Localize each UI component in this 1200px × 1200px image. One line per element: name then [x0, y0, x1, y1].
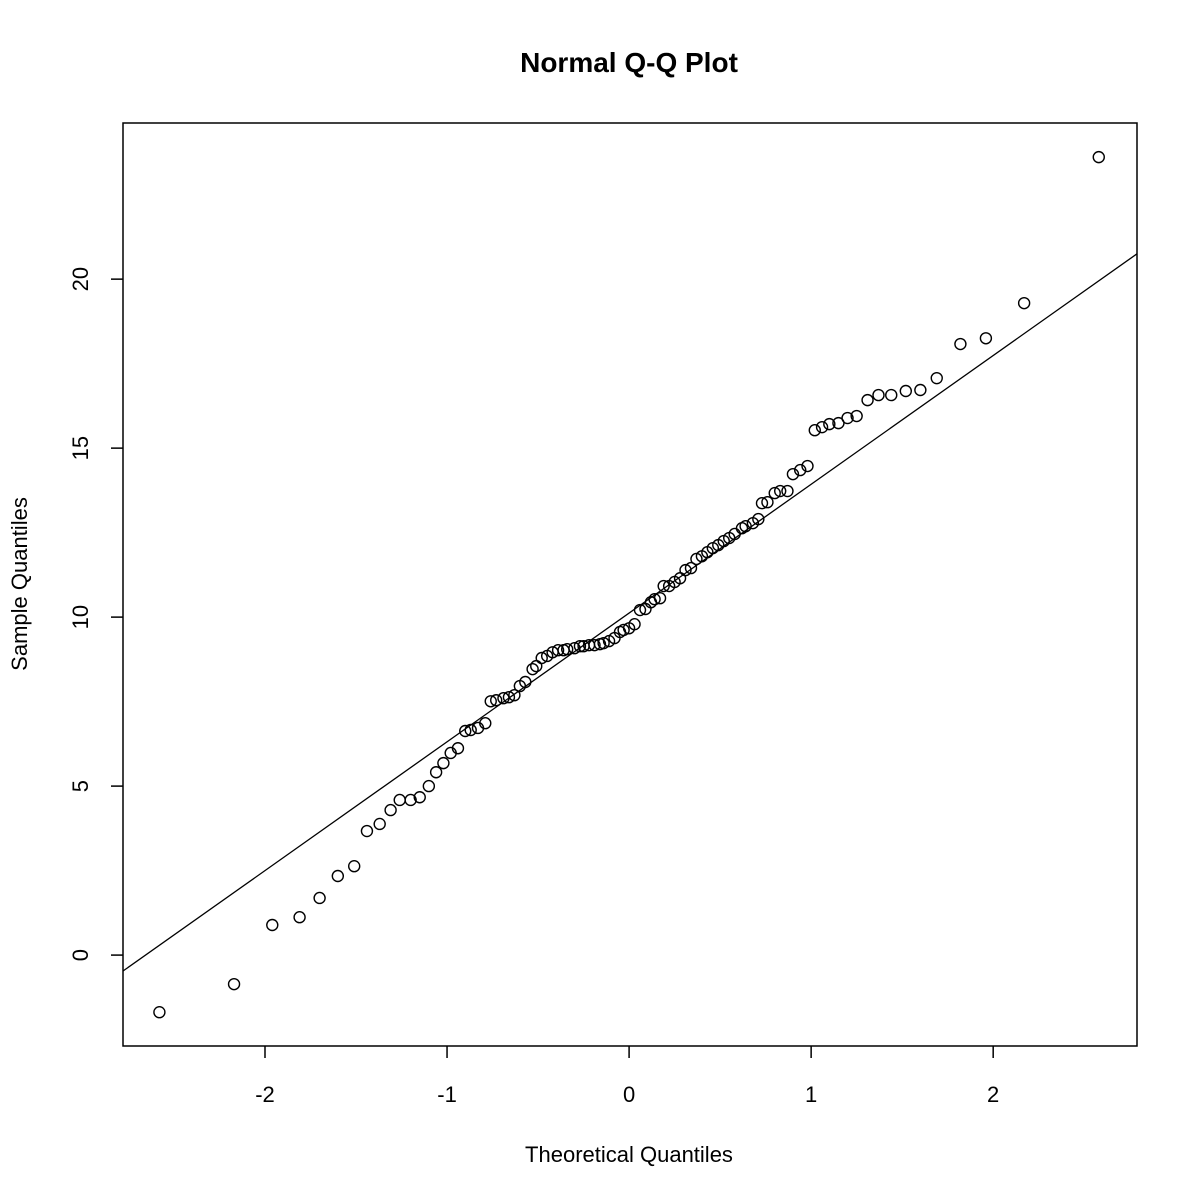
point [1092, 150, 1105, 164]
point [489, 694, 503, 707]
point [384, 803, 397, 817]
point [617, 623, 630, 637]
point [954, 337, 967, 351]
point [535, 651, 548, 665]
point [560, 643, 574, 656]
y-tick-label: 0 [68, 949, 93, 961]
point [861, 393, 874, 407]
point [1017, 296, 1031, 310]
point [526, 662, 539, 676]
point [347, 859, 361, 873]
point [497, 692, 510, 705]
point [885, 388, 898, 402]
point [841, 411, 854, 425]
point [684, 561, 698, 575]
point [781, 484, 794, 498]
point [588, 638, 601, 652]
point [815, 420, 829, 434]
point [373, 817, 386, 831]
point [502, 691, 516, 704]
x-axis-label: Theoretical Quantiles [525, 1142, 733, 1167]
point [657, 579, 670, 593]
point [768, 486, 781, 500]
point [850, 409, 863, 423]
x-tick-label: -2 [255, 1082, 275, 1107]
point [313, 891, 326, 905]
x-tick-label: 0 [623, 1082, 635, 1107]
point [755, 497, 769, 510]
point [832, 416, 845, 430]
point [508, 688, 521, 702]
point [899, 384, 913, 398]
point [568, 642, 581, 655]
point [530, 659, 543, 673]
point [227, 977, 241, 991]
point [872, 388, 885, 402]
point [266, 918, 279, 932]
x-tick-label: 1 [805, 1082, 817, 1107]
point [422, 779, 436, 793]
y-axis-label: Sample Quantiles [7, 497, 32, 671]
point [413, 791, 426, 804]
point [801, 459, 814, 473]
point [979, 332, 993, 345]
point [360, 824, 374, 838]
point [437, 756, 450, 770]
point [597, 636, 610, 650]
point [551, 644, 565, 657]
point [761, 496, 774, 509]
y-tick-label: 15 [68, 436, 93, 460]
y-tick-label: 5 [68, 780, 93, 792]
point [459, 724, 472, 738]
plot-frame [122, 122, 1138, 1047]
y-tick-label: 10 [68, 605, 93, 629]
point [153, 1006, 166, 1019]
point [628, 618, 641, 631]
x-tick-label: 2 [987, 1082, 999, 1107]
point [519, 675, 532, 689]
point [752, 512, 765, 526]
point [451, 742, 465, 755]
point [914, 383, 927, 397]
point [484, 695, 497, 708]
point [773, 484, 787, 498]
point [331, 869, 345, 883]
reference-line [123, 253, 1137, 972]
point [573, 639, 587, 653]
point [479, 717, 492, 730]
point [823, 417, 836, 431]
point [393, 793, 406, 807]
plot-area [123, 150, 1137, 1019]
point [633, 603, 647, 617]
point [648, 593, 661, 606]
point [739, 519, 752, 533]
point [794, 463, 807, 477]
x-tick-label: -1 [437, 1082, 457, 1107]
point [404, 793, 417, 807]
y-tick-label: 20 [68, 267, 93, 291]
point [930, 371, 943, 385]
point [808, 424, 821, 437]
point [653, 591, 667, 605]
point [786, 467, 800, 481]
point [679, 563, 692, 577]
chart-title: Normal Q-Q Plot [520, 47, 738, 78]
point [429, 766, 443, 779]
point [464, 723, 477, 737]
point [293, 911, 306, 924]
